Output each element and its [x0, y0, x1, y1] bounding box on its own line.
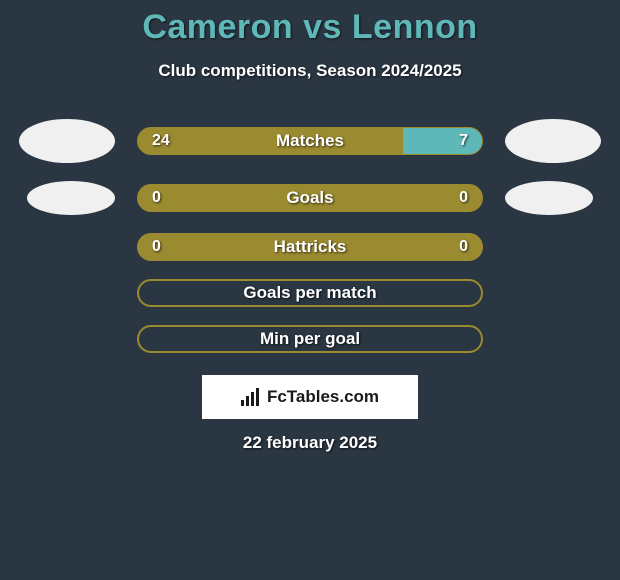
stat-row: Min per goal — [0, 325, 620, 353]
player-left-avatar — [27, 181, 115, 215]
stat-left-value: 0 — [152, 189, 161, 207]
player-right-avatar — [505, 181, 593, 215]
stat-label: Goals per match — [243, 283, 376, 303]
stat-bar: 0 0 Hattricks — [137, 233, 483, 261]
player-left-avatar — [19, 119, 115, 163]
stat-row: 0 0 Hattricks — [0, 233, 620, 261]
bar-fill-left — [138, 128, 403, 154]
stat-label: Matches — [276, 131, 344, 151]
stat-bar: Min per goal — [137, 325, 483, 353]
update-date: 22 february 2025 — [0, 433, 620, 453]
player-right-avatar — [505, 119, 601, 163]
stat-label: Hattricks — [274, 237, 347, 257]
comparison-widget: Cameron vs Lennon Club competitions, Sea… — [0, 0, 620, 453]
bar-fill-right — [403, 128, 482, 154]
fctables-logo[interactable]: FcTables.com — [202, 375, 418, 419]
stat-row: Goals per match — [0, 279, 620, 307]
stat-row: 24 7 Matches — [0, 119, 620, 163]
stat-row: 0 0 Goals — [0, 181, 620, 215]
stat-bar: Goals per match — [137, 279, 483, 307]
stats-rows: 24 7 Matches 0 0 Goals 0 0 Hattricks Goals per ma… — [0, 119, 620, 353]
stat-right-value: 0 — [459, 238, 468, 256]
stat-right-value: 0 — [459, 189, 468, 207]
logo-text: FcTables.com — [267, 387, 379, 407]
stat-left-value: 24 — [152, 132, 170, 150]
stat-right-value: 7 — [459, 132, 468, 150]
subtitle: Club competitions, Season 2024/2025 — [0, 61, 620, 81]
stat-bar: 24 7 Matches — [137, 127, 483, 155]
stat-label: Goals — [286, 188, 333, 208]
page-title: Cameron vs Lennon — [0, 8, 620, 47]
stat-label: Min per goal — [260, 329, 360, 349]
chart-icon — [241, 388, 263, 406]
stat-bar: 0 0 Goals — [137, 184, 483, 212]
stat-left-value: 0 — [152, 238, 161, 256]
